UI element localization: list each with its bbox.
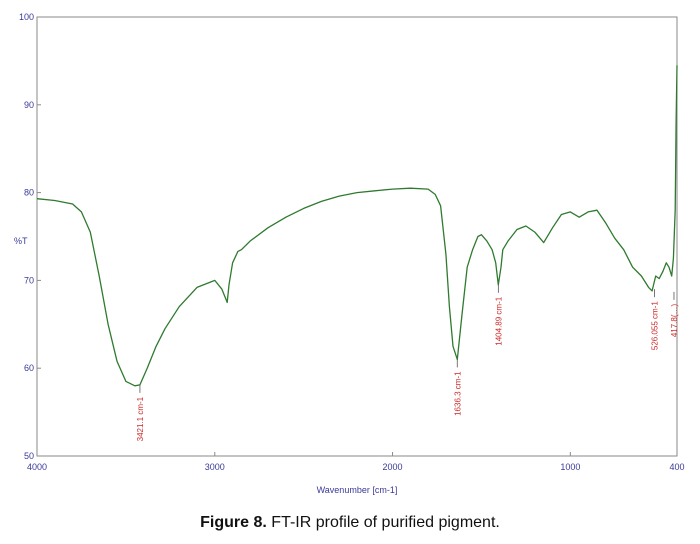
x-tick-label: 2000	[383, 462, 403, 472]
x-axis-ticks: 4000 3000 2000 1000 400	[27, 452, 685, 472]
x-tick-label: 4000	[27, 462, 47, 472]
peak-label: 526.055 cm-1	[651, 301, 660, 350]
spectrum-line	[36, 65, 678, 387]
y-tick-label: 100	[19, 12, 34, 22]
peak-label: 1404.89 cm-1	[494, 296, 503, 345]
y-tick-label: 90	[24, 100, 34, 110]
y-axis-ticks: 50 60 70 80 90 100	[19, 12, 41, 461]
peak-label: 1636.3 cm-1	[453, 371, 462, 416]
y-tick-label: 70	[24, 275, 34, 285]
x-axis-label: Wavenumber [cm-1]	[317, 485, 398, 495]
y-tick-label: 80	[24, 188, 34, 198]
figure-caption-label: Figure 8.	[200, 514, 267, 531]
spectrum-series	[36, 65, 678, 387]
y-tick-label: 50	[24, 451, 34, 461]
x-tick-label: 400	[669, 462, 684, 472]
x-tick-label: 3000	[205, 462, 225, 472]
plot-frame	[36, 16, 678, 457]
peak-label: 3421.1 cm-1	[136, 396, 145, 441]
x-tick-label: 1000	[560, 462, 580, 472]
peak-annotations: 3421.1 cm-1 1636.3 cm-1 1404.89 cm-1 526.05…	[136, 284, 679, 441]
y-tick-label: 60	[24, 363, 34, 373]
figure-caption: Figure 8. FT-IR profile of purified pigm…	[0, 514, 700, 532]
y-axis-label: %T	[14, 236, 28, 246]
figure-caption-text: FT-IR profile of purified pigment.	[266, 514, 500, 531]
ftir-chart: 50 60 70 80 90 100 4000 3000 2000 1000 400 3421.1…	[14, 12, 685, 495]
peak-label: 417.8(…)	[670, 303, 679, 337]
